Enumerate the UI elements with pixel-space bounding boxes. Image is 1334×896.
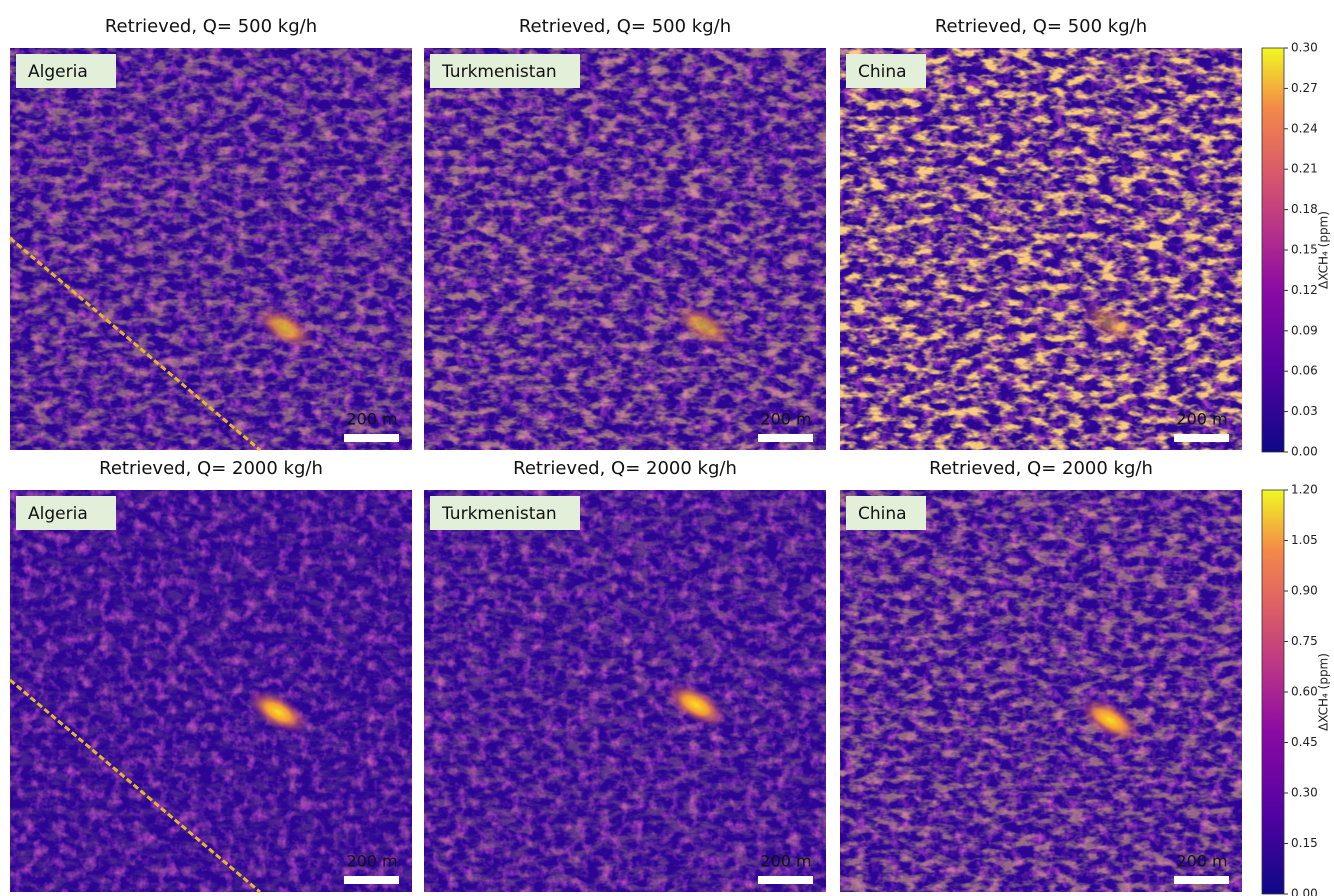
panel-title: Retrieved, Q= 2000 kg/h <box>99 458 323 479</box>
plume <box>665 683 727 727</box>
panel-label: Turkmenistan <box>441 62 557 82</box>
label-box <box>846 54 926 88</box>
panel-label: Turkmenistan <box>441 504 557 524</box>
colorbar-tick-label: 1.20 <box>1291 483 1318 497</box>
map-hotspots <box>424 490 826 892</box>
label-box <box>846 496 926 530</box>
colorbar <box>1261 47 1285 453</box>
colorbar-tick-label: 0.03 <box>1291 404 1318 418</box>
pipeline <box>9 236 261 452</box>
scale-label: 200 m <box>346 410 397 429</box>
plume <box>247 690 309 734</box>
colorbar-tick-label: 0.90 <box>1291 584 1318 598</box>
colorbar-label: ΔXCH₄ (ppm) <box>1317 653 1331 731</box>
scale-label: 200 m <box>760 410 811 429</box>
colorbar-tick-label: 0.30 <box>1291 41 1318 55</box>
colorbar-tick-label: 0.15 <box>1291 836 1318 850</box>
map-hotspots <box>10 490 412 892</box>
panel-title: Retrieved, Q= 500 kg/h <box>935 16 1147 37</box>
panel-title: Retrieved, Q= 500 kg/h <box>519 16 731 37</box>
colorbar-tick-label: 0.06 <box>1291 364 1318 378</box>
colorbar-tick-label: 0.15 <box>1291 243 1318 257</box>
scale-bar <box>344 434 399 442</box>
colorbar-tick-label: 0.27 <box>1291 81 1318 95</box>
scale-label: 200 m <box>346 852 397 871</box>
map-hotspots <box>424 48 826 450</box>
colorbar-tick-label: 0.75 <box>1291 634 1318 648</box>
colorbar-tick-label: 0.21 <box>1291 162 1318 176</box>
scale-bar <box>758 434 813 442</box>
map-hotspots <box>10 48 412 450</box>
panel-title: Retrieved, Q= 500 kg/h <box>105 16 317 37</box>
colorbar-tick-label: 0.00 <box>1291 887 1318 896</box>
map-hotspots <box>840 490 1242 892</box>
colorbar-tick-label: 0.18 <box>1291 202 1318 216</box>
panel-label: Algeria <box>28 62 88 82</box>
pipeline <box>9 678 261 894</box>
colorbar-tick-label: 0.45 <box>1291 735 1318 749</box>
scale-bar <box>344 876 399 884</box>
scale-bar <box>1174 434 1229 442</box>
colorbar-tick-label: 0.60 <box>1291 685 1318 699</box>
colorbar-tick-label: 0.30 <box>1291 786 1318 800</box>
plume <box>673 304 735 348</box>
label-box <box>16 496 116 530</box>
map-hotspots <box>840 48 1242 450</box>
colorbar-tick-label: 0.09 <box>1291 323 1318 337</box>
panel-title: Retrieved, Q= 2000 kg/h <box>513 458 737 479</box>
label-box <box>430 496 580 530</box>
label-box <box>16 54 116 88</box>
colorbar-tick-label: 0.00 <box>1291 445 1318 459</box>
scale-bar <box>1174 876 1229 884</box>
panel-label: China <box>858 62 907 82</box>
plume <box>1079 301 1141 345</box>
colorbar-label: ΔXCH₄ (ppm) <box>1317 211 1331 289</box>
panel-label: China <box>858 504 907 524</box>
colorbar <box>1261 489 1285 895</box>
colorbar-tick-label: 0.24 <box>1291 121 1318 135</box>
plume <box>254 306 316 350</box>
scale-label: 200 m <box>1176 410 1227 429</box>
plume <box>1079 698 1141 742</box>
panel-label: Algeria <box>28 504 88 524</box>
scale-label: 200 m <box>1176 852 1227 871</box>
panel-title: Retrieved, Q= 2000 kg/h <box>929 458 1153 479</box>
scale-bar <box>758 876 813 884</box>
scale-label: 200 m <box>760 852 811 871</box>
label-box <box>430 54 580 88</box>
colorbar-tick-label: 0.12 <box>1291 283 1318 297</box>
colorbar-tick-label: 1.05 <box>1291 533 1318 547</box>
